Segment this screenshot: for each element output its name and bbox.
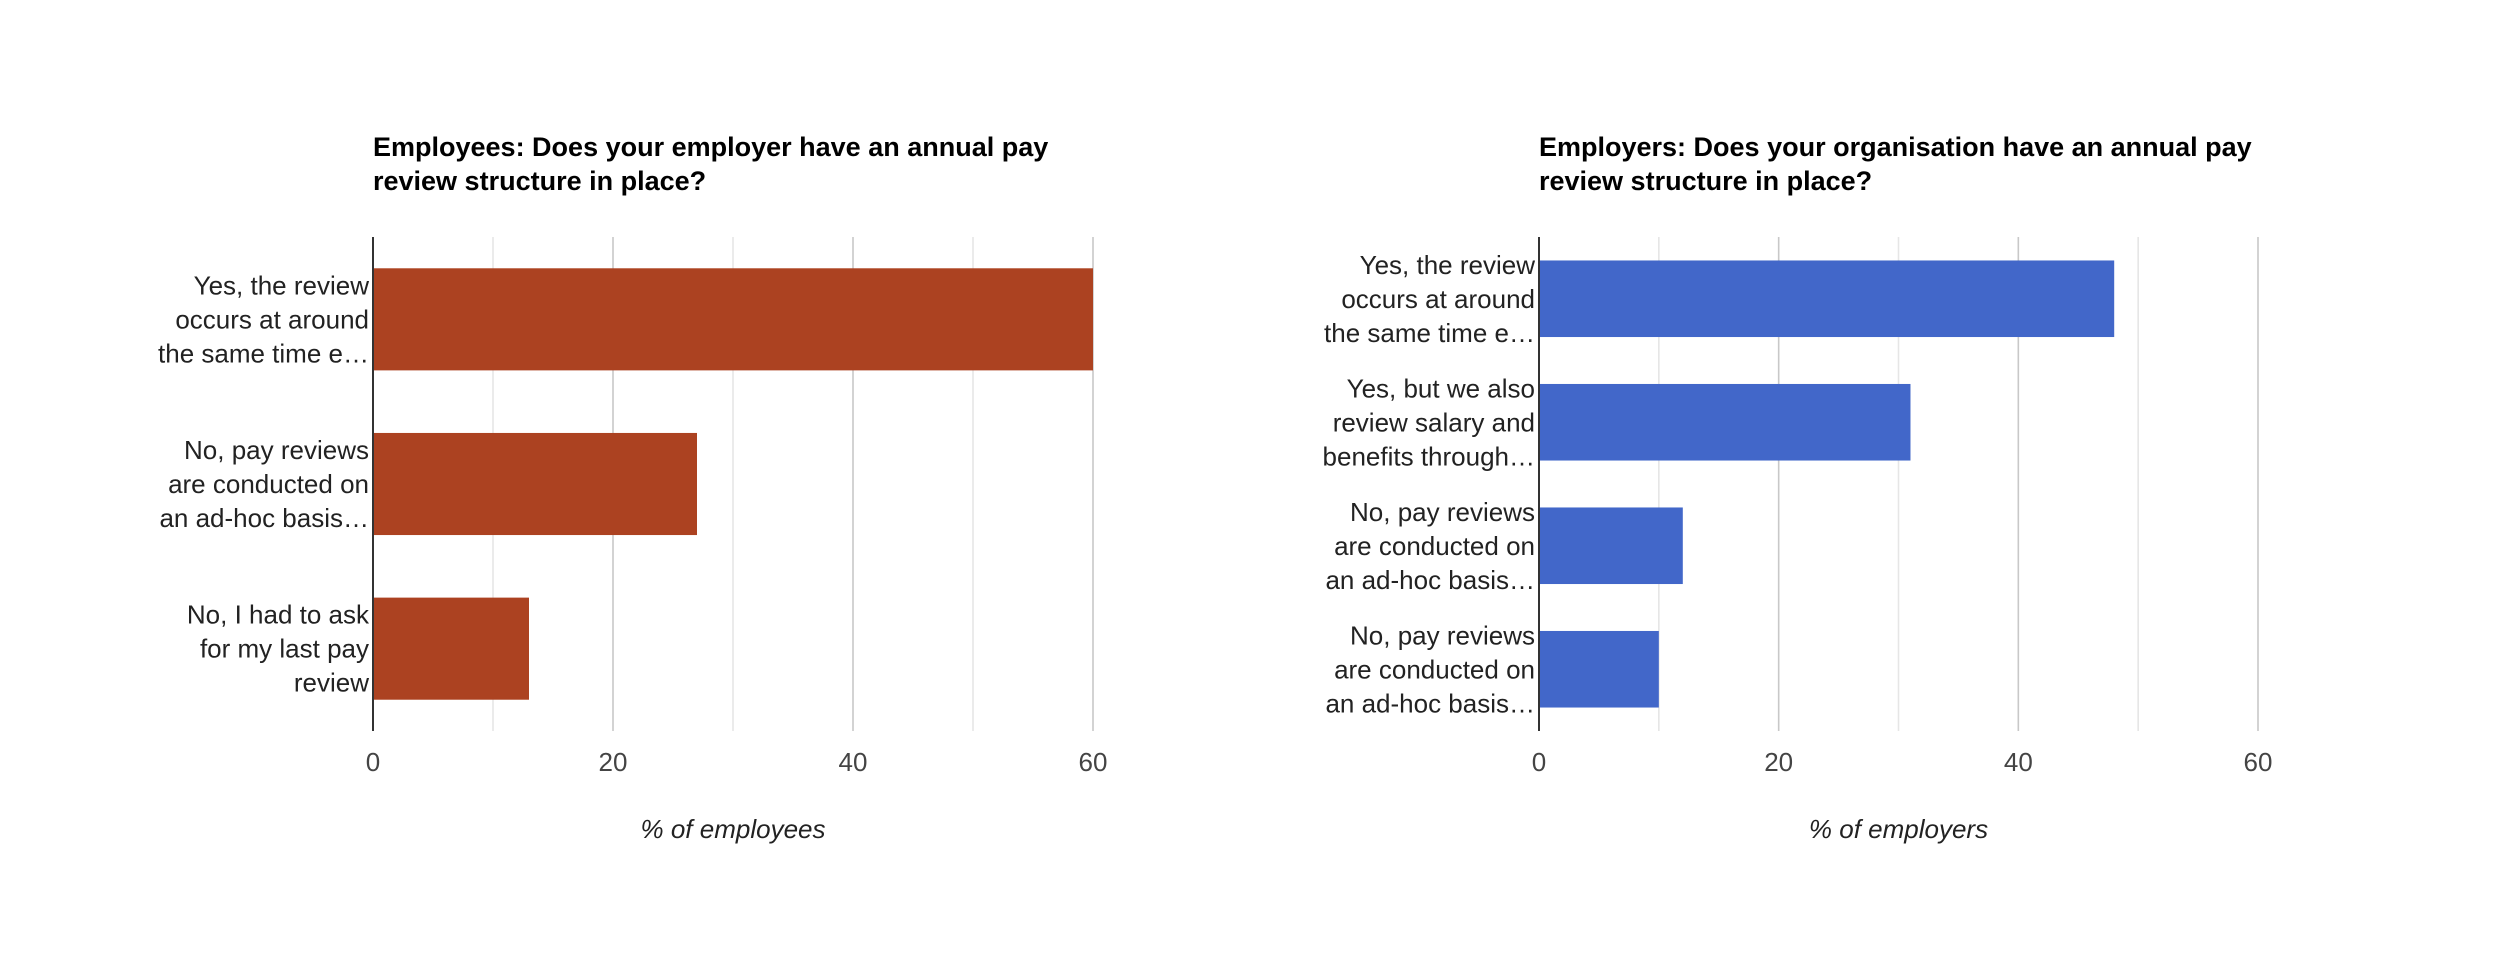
bar [1539,630,1659,708]
y-tick-label: are conducted on [1334,531,1535,561]
y-tick-label: review [294,668,369,698]
bar [373,268,1093,371]
bar [1539,383,1911,461]
x-tick-label: 0 [1532,747,1546,777]
x-axis-title: % of employers [1809,814,1988,844]
y-tick-label: occurs at around [175,304,369,334]
bar [1539,260,2115,338]
y-tick-label: are conducted on [168,469,369,499]
y-tick-label: the same time e… [158,338,369,368]
y-tick-label: occurs at around [1341,284,1535,314]
x-tick-label: 60 [1079,747,1108,777]
x-axis-title: % of employees [641,814,826,844]
chart: Employees: Does your employer have an an… [158,132,1107,844]
bar [1539,507,1683,585]
y-tick-label: No, pay reviews [184,435,369,465]
y-tick-label: No, pay reviews [1350,620,1535,650]
y-tick-label: an ad-hoc basis… [1325,688,1535,718]
x-tick-label: 40 [2004,747,2033,777]
y-tick-label: Yes, the review [194,270,370,300]
x-tick-label: 40 [839,747,868,777]
chart-title: Employees: Does your employer have an an… [373,132,1048,162]
x-tick-label: 20 [599,747,628,777]
y-tick-label: benefits through… [1323,441,1535,471]
y-tick-label: are conducted on [1334,654,1535,684]
y-tick-label: for my last pay [200,634,369,664]
chart-title: review structure in place? [1539,166,1872,196]
y-tick-label: No, I had to ask [187,600,370,630]
y-tick-label: No, pay reviews [1350,497,1535,527]
chart-title: Employers: Does your organisation have a… [1539,132,2252,162]
y-tick-label: the same time e… [1324,318,1535,348]
y-tick-label: Yes, the review [1360,250,1536,280]
bar [373,432,697,536]
y-tick-label: an ad-hoc basis… [159,503,369,533]
bar [373,597,529,700]
chart-title: review structure in place? [373,166,706,196]
chart: Employers: Does your organisation have a… [1323,132,2273,844]
y-tick-label: an ad-hoc basis… [1325,565,1535,595]
y-tick-label: Yes, but we also [1347,373,1535,403]
x-tick-label: 60 [2244,747,2273,777]
x-tick-label: 0 [366,747,380,777]
x-tick-label: 20 [1764,747,1793,777]
y-tick-label: review salary and [1333,407,1535,437]
